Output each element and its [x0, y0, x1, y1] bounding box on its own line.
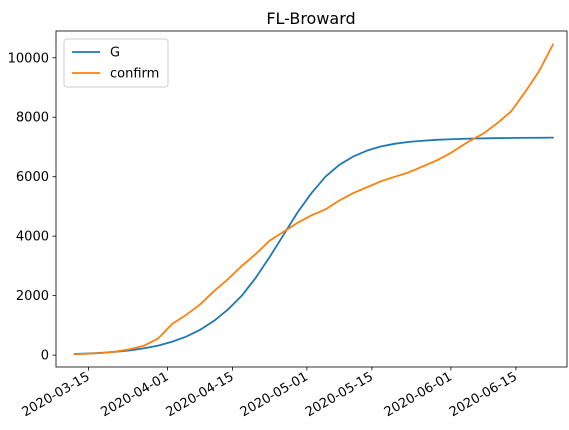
- plot-area: [55, 30, 568, 368]
- legend-box: [63, 38, 169, 88]
- legend-label-confirm: confirm: [110, 67, 159, 82]
- axes-frame: [55, 30, 568, 368]
- y-tick-label: 8000: [16, 111, 49, 126]
- x-tick-label: 2020-03-15: [20, 369, 93, 420]
- y-tick-label: 10000: [8, 51, 49, 66]
- x-tick-label: 2020-06-01: [382, 369, 455, 420]
- y-tick-label: 6000: [16, 170, 49, 185]
- y-axis: 0 2000 4000 6000 8000 10000: [8, 51, 56, 364]
- series-line-confirm: [73, 43, 554, 356]
- x-tick-label: 2020-04-01: [99, 369, 172, 420]
- x-tick-label: 2020-05-15: [303, 369, 376, 420]
- chart-title: FL-Broward: [266, 9, 355, 28]
- series-layer: [73, 43, 554, 356]
- x-tick-label: 2020-06-15: [447, 369, 520, 420]
- y-tick-label: 2000: [16, 289, 49, 304]
- series-line-g: [73, 136, 554, 355]
- legend-label-g: G: [110, 46, 120, 61]
- y-tick-label: 0: [41, 349, 49, 364]
- x-tick-label: 2020-04-15: [164, 369, 237, 420]
- x-tick-label: 2020-05-01: [238, 369, 311, 420]
- y-tick-label: 4000: [16, 230, 49, 245]
